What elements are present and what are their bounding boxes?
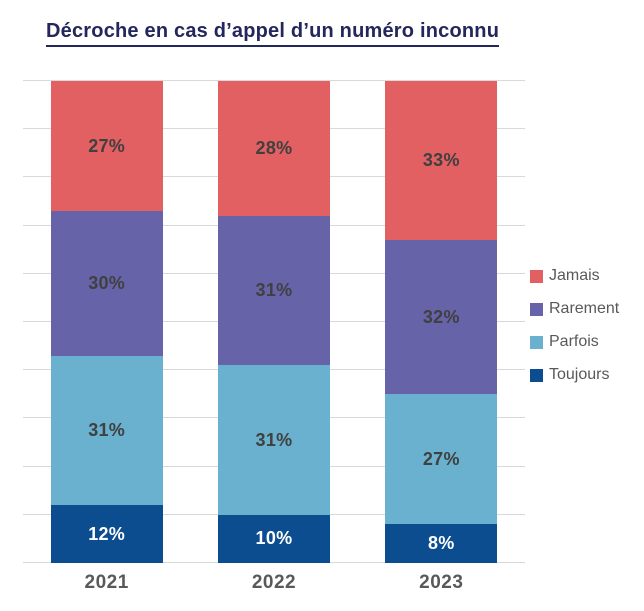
legend-swatch-icon (530, 302, 543, 316)
gridline (23, 80, 525, 81)
segment-value-label: 27% (422, 448, 460, 469)
legend-item-parfois: Parfois (530, 332, 619, 352)
segment-parfois-2021: 31% (50, 355, 163, 506)
bars: 12% 31% 30% 27% 10% 31% 31% 28% 8% 27% 32% 33% (23, 81, 525, 563)
legend-swatch-icon (530, 269, 543, 283)
segment-rarement-2023: 32% (385, 240, 498, 395)
segment-value-label: 27% (88, 135, 126, 156)
legend-label: Toujours (549, 366, 610, 383)
segment-jamais-2022: 28% (217, 81, 330, 216)
x-axis-label-2021: 2021 (84, 572, 129, 593)
x-axis-label-2023: 2023 (419, 572, 464, 593)
bar-slot-2022: 10% 31% 31% 28% (190, 81, 357, 563)
legend-swatch-icon (530, 368, 543, 382)
plot-area: 12% 31% 30% 27% 10% 31% 31% 28% 8% 27% 32% 33% (23, 80, 525, 563)
segment-jamais-2023: 33% (385, 81, 498, 241)
segment-toujours-2022: 10% (217, 514, 330, 563)
legend-item-jamais: Jamais (530, 266, 619, 286)
segment-value-label: 12% (88, 523, 126, 544)
segment-rarement-2021: 30% (50, 211, 163, 356)
legend-label: Parfois (549, 333, 599, 350)
x-axis-labels: 2021 2022 2023 (23, 572, 525, 594)
stacked-bar-2023: 8% 27% 32% 33% (385, 81, 498, 563)
segment-value-label: 31% (255, 429, 293, 450)
stacked-bar-2022: 10% 31% 31% 28% (217, 81, 330, 563)
legend-item-rarement: Rarement (530, 299, 619, 319)
x-axis-label-2022: 2022 (251, 572, 297, 593)
bar-slot-2021: 12% 31% 30% 27% (23, 81, 190, 563)
segment-parfois-2023: 27% (385, 394, 498, 525)
legend-swatch-icon (530, 335, 543, 349)
stacked-bar-2021: 12% 31% 30% 27% (50, 81, 163, 563)
segment-value-label: 28% (255, 138, 293, 159)
segment-rarement-2022: 31% (217, 216, 330, 366)
legend-item-toujours: Toujours (530, 365, 619, 385)
segment-toujours-2023: 8% (385, 524, 498, 563)
segment-value-label: 31% (88, 419, 126, 440)
segment-value-label: 30% (88, 272, 126, 293)
legend-label: Rarement (549, 300, 620, 317)
segment-jamais-2021: 27% (50, 81, 163, 212)
bar-slot-2023: 8% 27% 32% 33% (358, 81, 525, 563)
segment-parfois-2022: 31% (217, 365, 330, 515)
segment-value-label: 33% (422, 150, 460, 171)
segment-value-label: 10% (255, 528, 293, 549)
legend-label: Jamais (549, 267, 600, 284)
legend: Jamais Rarement Parfois Toujours (530, 266, 619, 385)
segment-value-label: 31% (255, 280, 293, 301)
chart-title: Décroche en cas d’appel d’un numéro inco… (46, 20, 500, 47)
segment-value-label: 32% (422, 306, 460, 327)
segment-toujours-2021: 12% (50, 505, 163, 563)
segment-value-label: 8% (428, 533, 455, 554)
